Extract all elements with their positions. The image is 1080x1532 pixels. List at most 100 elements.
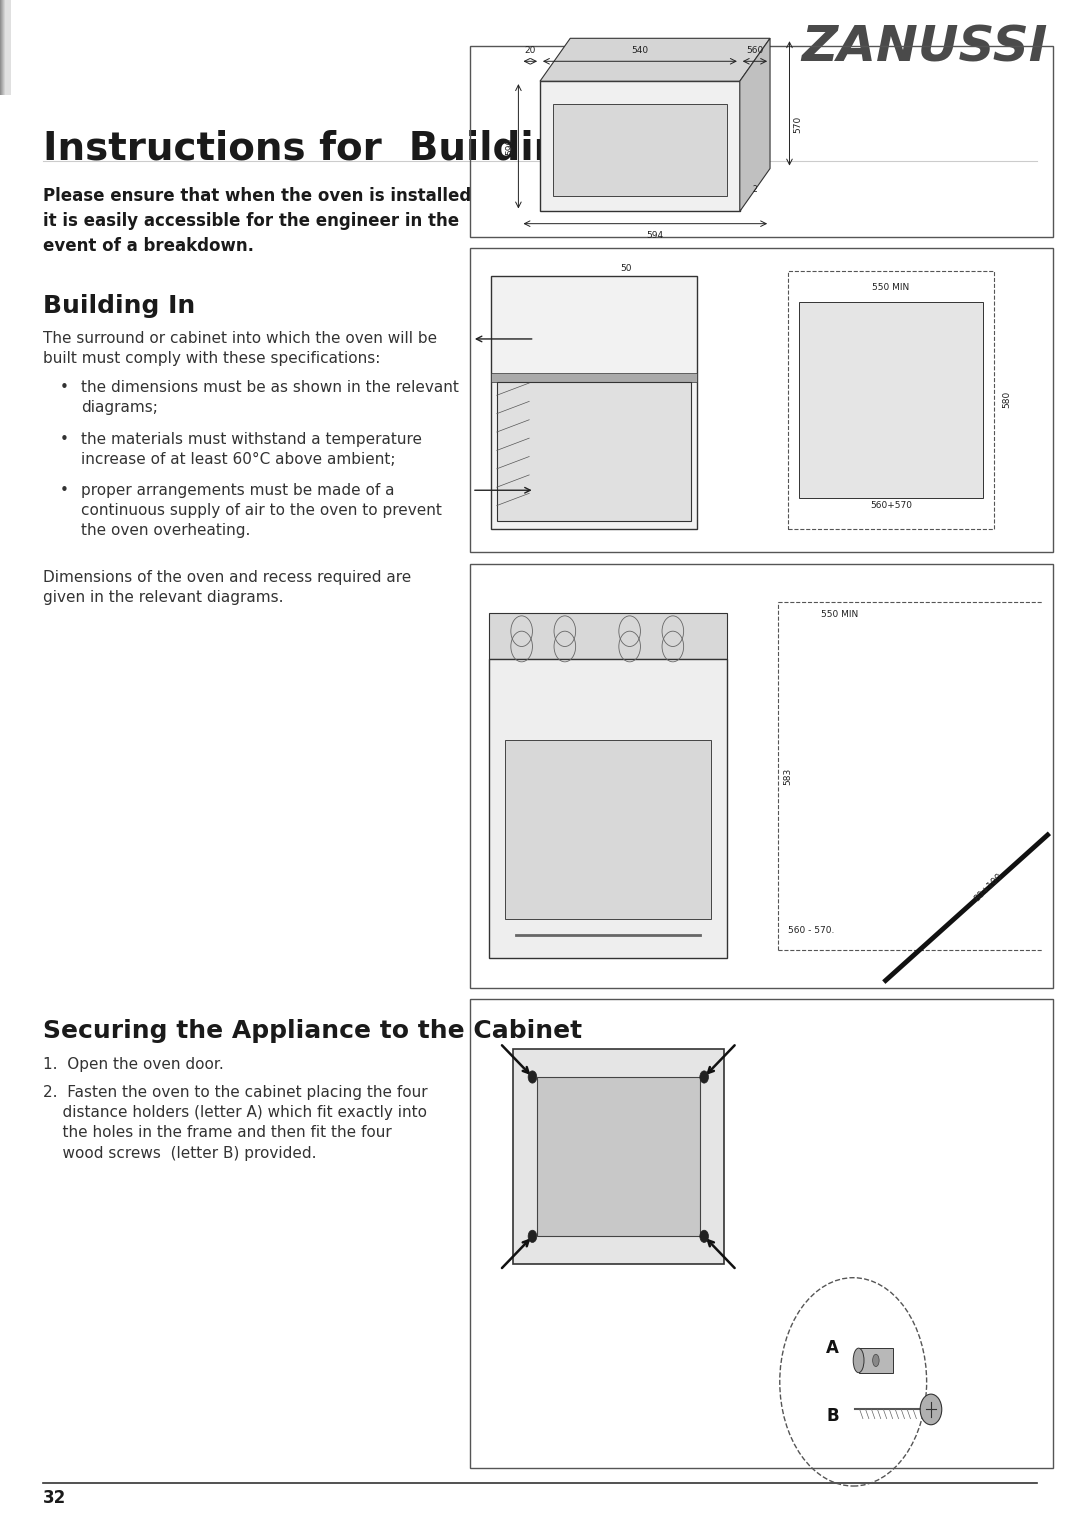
Bar — [3, 0, 9, 95]
Bar — [5, 0, 11, 95]
Text: 540: 540 — [632, 46, 648, 55]
Bar — [0, 0, 5, 95]
Bar — [2, 0, 8, 95]
Bar — [5, 0, 11, 95]
Bar — [0, 0, 5, 95]
Bar — [3, 0, 9, 95]
Text: 580: 580 — [1002, 391, 1011, 409]
Text: 560: 560 — [746, 46, 764, 55]
Text: Instructions for  Building In: Instructions for Building In — [43, 130, 645, 169]
Bar — [4, 0, 10, 95]
Bar — [1, 0, 6, 95]
Bar — [3, 0, 9, 95]
Bar — [4, 0, 10, 95]
Bar — [1, 0, 6, 95]
Text: the dimensions must be as shown in the relevant
diagrams;: the dimensions must be as shown in the r… — [81, 380, 459, 415]
Bar — [0, 0, 5, 95]
Bar — [0, 0, 5, 95]
Bar — [1, 0, 6, 95]
Bar — [1, 0, 6, 95]
Bar — [1, 0, 6, 95]
Bar — [1, 0, 6, 95]
Bar — [4, 0, 10, 95]
Bar — [3, 0, 9, 95]
Bar — [470, 46, 1053, 237]
Text: 594: 594 — [647, 231, 663, 241]
Bar — [4, 0, 10, 95]
Bar — [788, 271, 994, 529]
Bar — [2, 0, 8, 95]
Bar — [2, 0, 8, 95]
Bar — [2, 0, 8, 95]
Bar — [2, 0, 8, 95]
Bar — [1, 0, 6, 95]
Bar — [2, 0, 8, 95]
Text: •: • — [59, 483, 68, 498]
Text: 50: 50 — [621, 264, 632, 273]
Bar — [2, 0, 8, 95]
Bar — [489, 613, 727, 659]
Text: The surround or cabinet into which the oven will be
built must comply with these: The surround or cabinet into which the o… — [43, 331, 437, 366]
Bar — [1, 0, 6, 95]
Bar — [4, 0, 10, 95]
Bar — [3, 0, 9, 95]
Bar — [1, 0, 6, 95]
Bar — [5, 0, 11, 95]
Text: ZANUSSI: ZANUSSI — [801, 23, 1048, 72]
Bar — [3, 0, 9, 95]
Bar — [5, 0, 11, 95]
Bar — [2, 0, 8, 95]
Bar — [1, 0, 6, 95]
Bar — [5, 0, 11, 95]
Bar — [4, 0, 10, 95]
Bar — [537, 1077, 700, 1236]
Bar — [859, 1348, 893, 1373]
Bar — [2, 0, 8, 95]
Bar — [5, 0, 11, 95]
Bar — [2, 0, 8, 95]
Bar — [1, 0, 6, 95]
Bar — [2, 0, 8, 95]
Bar — [4, 0, 10, 95]
Bar — [2, 0, 8, 95]
Bar — [3, 0, 9, 95]
Circle shape — [700, 1230, 708, 1242]
Bar — [1, 0, 6, 95]
Bar — [540, 81, 740, 211]
Bar — [0, 0, 5, 95]
Bar — [1, 0, 6, 95]
Bar — [3, 0, 9, 95]
Bar — [5, 0, 11, 95]
Bar — [3, 0, 9, 95]
Bar — [5, 0, 11, 95]
Bar — [0, 0, 5, 95]
Bar — [4, 0, 10, 95]
Bar — [4, 0, 10, 95]
Bar — [1, 0, 6, 95]
Bar — [799, 302, 983, 498]
Text: 560+570: 560+570 — [870, 501, 912, 510]
Bar — [2, 0, 8, 95]
Bar — [470, 999, 1053, 1468]
Text: Building In: Building In — [43, 294, 195, 319]
Bar — [2, 0, 8, 95]
Bar — [2, 0, 8, 95]
Bar — [2, 0, 8, 95]
Bar — [4, 0, 10, 95]
Polygon shape — [740, 38, 770, 211]
Bar — [2, 0, 8, 95]
Bar — [0, 0, 5, 95]
Bar — [3, 0, 9, 95]
Bar — [2, 0, 8, 95]
Bar — [470, 564, 1053, 988]
Bar — [3, 0, 9, 95]
Bar — [2, 0, 8, 95]
Text: 560 - 570.: 560 - 570. — [788, 925, 835, 935]
Bar — [0, 0, 5, 95]
Bar — [3, 0, 9, 95]
Bar — [3, 0, 9, 95]
Bar — [2, 0, 8, 95]
Bar — [1, 0, 6, 95]
Text: A: A — [826, 1339, 839, 1357]
Text: B: B — [826, 1406, 839, 1425]
